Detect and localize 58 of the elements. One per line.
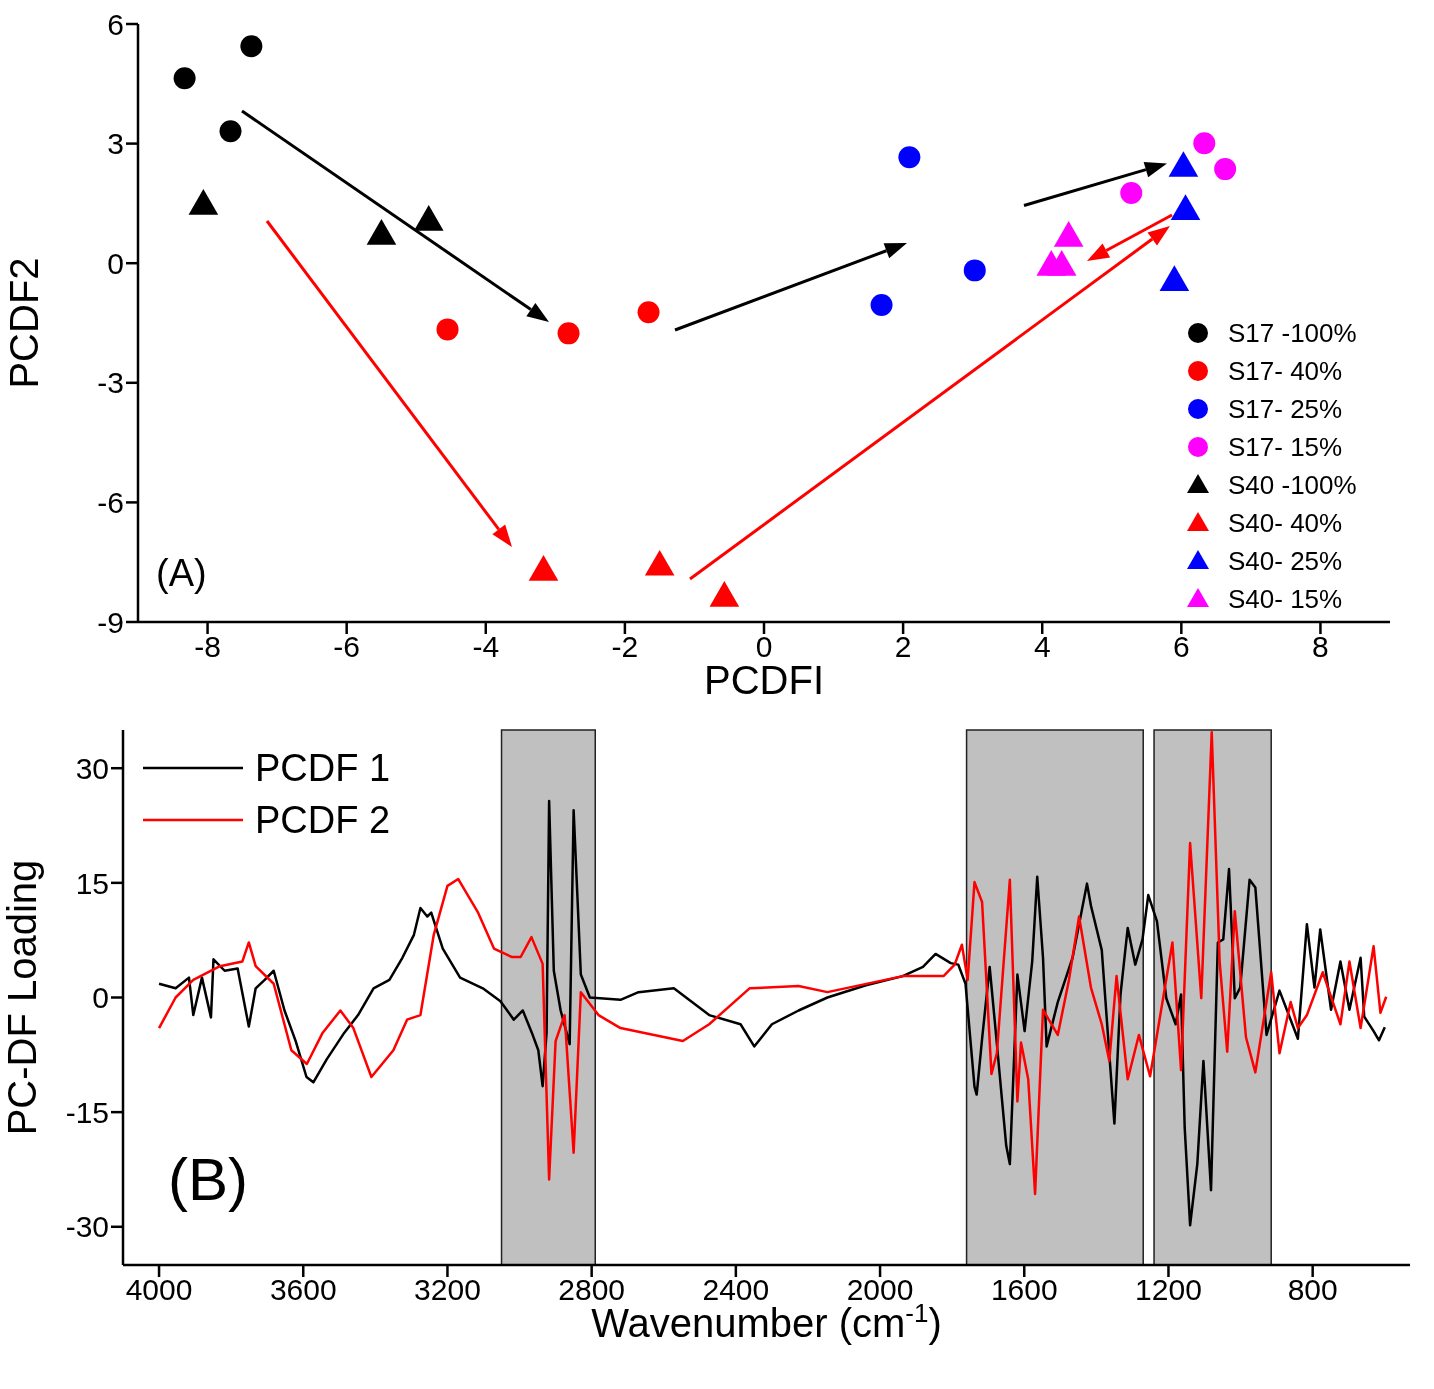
y-tick-label: -6 [97,486,124,520]
x-tick-label: 4000 [125,1273,193,1307]
legend-label: PCDF 1 [255,746,391,790]
legend-label: PCDF 2 [255,798,391,842]
x-tick-label: 3200 [414,1273,481,1307]
x-tick-label: 1200 [1135,1273,1202,1307]
point [963,259,986,282]
point [436,318,459,341]
line-series [157,799,1387,1227]
x-tick-label: -4 [472,630,500,664]
point [898,146,921,169]
point [637,301,660,324]
point [1214,158,1237,181]
point [219,120,242,143]
x-tick-label: 2000 [846,1273,914,1307]
y-tick-label: 6 [107,7,124,41]
x-tick-label: 800 [1287,1273,1338,1307]
point [709,580,740,607]
y-axis-title: PC-DF Loading [0,859,44,1136]
legend-label: S40- 15% [1228,583,1343,615]
legend-label: S17- 40% [1228,355,1343,387]
legend-label: S17 -100% [1228,317,1357,349]
legend-label: S17- 25% [1228,393,1343,425]
x-tick-label: -6 [333,630,361,664]
point [870,294,893,317]
y-tick-label: -3 [97,366,124,400]
y-tick-label: -15 [65,1095,109,1129]
x-tick-label: 8 [1312,630,1329,664]
y-tick-label: 0 [92,981,109,1015]
x-tick-label: 3600 [269,1273,337,1307]
x-tick-label: -2 [611,630,639,664]
point [1120,182,1143,205]
point [173,67,196,90]
x-tick-label: 2400 [702,1273,770,1307]
x-tick-label: 2 [894,630,912,664]
annotation: (B) [168,1145,248,1214]
y-tick-label: -30 [65,1210,109,1244]
y-tick-label: 0 [107,246,124,280]
x-tick-label: 6 [1172,630,1190,664]
x-tick-label: 1600 [990,1273,1058,1307]
y-tick-label: -9 [97,605,124,639]
legend-label: S40- 25% [1228,545,1343,577]
point [528,555,559,581]
point [557,322,580,345]
x-tick-label: -8 [194,630,221,664]
point [1193,132,1216,155]
legend-label: S40 -100% [1228,469,1357,501]
point [644,549,675,576]
legend-label: S17- 15% [1228,431,1343,463]
x-tick-label: 2800 [558,1273,626,1307]
point [240,35,263,58]
y-tick-label: 30 [75,751,109,785]
legend-label: S40- 40% [1228,507,1343,539]
annotation: (A) [156,552,207,595]
y-tick-label: 3 [107,127,124,161]
y-tick-label: 15 [75,866,109,900]
y-axis-title: PCDF2 [2,257,46,389]
x-tick-label: 4 [1033,630,1051,664]
